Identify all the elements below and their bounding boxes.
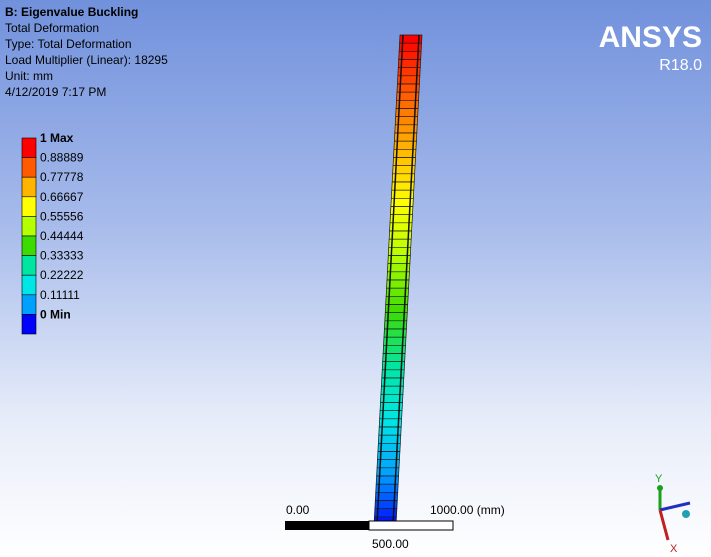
legend-label: 0 Min <box>40 307 71 321</box>
legend: 1 Max 0.88889 0.77778 0.66667 0.55556 0.44444… <box>22 131 84 334</box>
legend-label: 0.33333 <box>40 249 84 263</box>
logo: ANSYS <box>599 21 702 54</box>
triad-label: Y <box>655 473 663 485</box>
scale-label: 500.00 <box>372 537 409 551</box>
result-line: Type: Total Deformation <box>5 37 132 51</box>
legend-swatch <box>22 216 36 236</box>
beam <box>374 35 422 525</box>
graphics: B: Eigenvalue Buckling Total Deformation… <box>0 0 711 557</box>
legend-swatch <box>22 177 36 197</box>
triad-label: X <box>670 543 678 555</box>
result-title: B: Eigenvalue Buckling <box>5 5 138 19</box>
scale-label: 0.00 <box>286 503 310 517</box>
legend-label: 0.44444 <box>40 229 84 243</box>
triad-z <box>660 503 690 510</box>
legend-swatch <box>22 275 36 295</box>
legend-swatch <box>22 295 36 315</box>
legend-swatch <box>22 158 36 178</box>
legend-label: 0.77778 <box>40 170 84 184</box>
scale-bar-black <box>285 521 369 530</box>
logo-version: R18.0 <box>659 57 702 74</box>
legend-label: 0.88889 <box>40 151 84 165</box>
legend-swatch <box>22 236 36 256</box>
legend-label: 0.66667 <box>40 190 84 204</box>
result-line: Total Deformation <box>5 21 99 35</box>
legend-swatch <box>22 197 36 217</box>
legend-label: 0.55556 <box>40 209 84 223</box>
triad-x <box>660 510 668 540</box>
legend-label: 0.22222 <box>40 268 84 282</box>
scale-bar-white <box>369 521 453 530</box>
triad-y-tip <box>657 485 663 491</box>
legend-label: 0.11111 <box>40 288 80 302</box>
triad-iso <box>682 510 690 518</box>
result-line: Unit: mm <box>5 69 53 83</box>
legend-swatch <box>22 256 36 276</box>
scale-label: 1000.00 (mm) <box>430 503 505 517</box>
legend-swatch <box>22 314 36 334</box>
legend-label: 1 Max <box>40 131 74 145</box>
result-line: Load Multiplier (Linear): 18295 <box>5 53 168 67</box>
legend-swatch <box>22 138 36 158</box>
viewport: B: Eigenvalue Buckling Total Deformation… <box>0 0 711 557</box>
result-line: 4/12/2019 7:17 PM <box>5 85 106 99</box>
